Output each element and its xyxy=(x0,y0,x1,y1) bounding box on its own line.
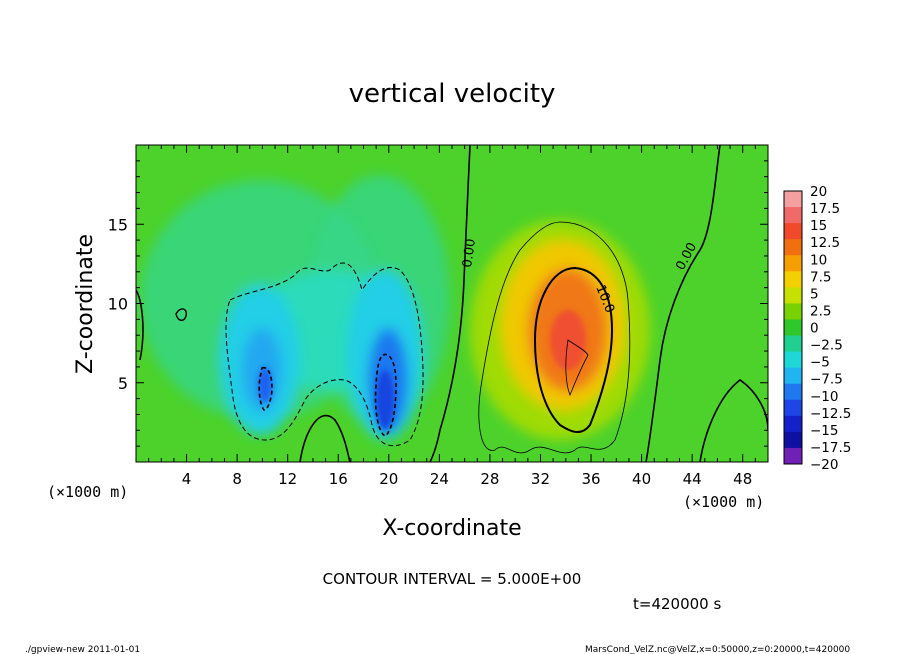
colorbar-label: 12.5 xyxy=(810,235,840,251)
y-tick-label: 10 xyxy=(108,295,128,314)
x-tick-label: 28 xyxy=(480,470,499,488)
colorbar-frame xyxy=(783,190,803,465)
contour-zero-bottom xyxy=(299,414,351,462)
x-tick-label: 4 xyxy=(182,470,192,488)
colorbar-label: −2.5 xyxy=(810,338,843,354)
colorbar-swatch xyxy=(784,223,802,240)
colorbar-swatch xyxy=(784,351,802,369)
colorbar-label: 15 xyxy=(810,218,827,234)
footer-left: ./gpview-new 2011-01-01 xyxy=(25,645,140,654)
x-axis-label: X-coordinate xyxy=(382,516,521,541)
colorbar-swatch xyxy=(784,335,802,353)
time-label: t=420000 s xyxy=(633,595,721,613)
colorbar-swatch xyxy=(784,319,802,337)
x-tick-label: 40 xyxy=(632,470,651,488)
downdraft-peak-right xyxy=(376,370,394,430)
contour-neg10-right xyxy=(374,353,397,437)
colorbar-label: 5 xyxy=(810,286,819,302)
y-axis: 5 10 15 xyxy=(108,160,768,447)
colorbar-swatch xyxy=(784,271,802,288)
contour-zero-lowright xyxy=(699,379,768,462)
colorbar-swatch xyxy=(784,447,802,465)
y-axis-label: Z-coordinate xyxy=(73,234,98,374)
colorbar-swatch xyxy=(784,399,802,417)
colorbar-label: −15 xyxy=(810,423,839,439)
x-unit-left: (×1000 m) xyxy=(47,483,128,501)
colorbar-label: −17.5 xyxy=(810,440,851,456)
contour-zero-left xyxy=(136,289,144,361)
colorbar-swatch xyxy=(784,191,802,208)
contour-15-updraft xyxy=(565,339,589,397)
footer-right: MarsCond_VelZ.nc@VelZ,x=0:50000,z=0:2000… xyxy=(585,645,850,654)
plot-area: 0.00 10.0 0.00 xyxy=(136,145,768,462)
x-unit-right: (×1000 m) xyxy=(683,493,764,511)
colorbar-swatch xyxy=(784,303,802,320)
x-tick-label: 24 xyxy=(430,470,449,488)
colorbar-label: −12.5 xyxy=(810,406,851,422)
colorbar-label: 2.5 xyxy=(810,303,831,319)
contour-interval: CONTOUR INTERVAL = 5.000E+00 xyxy=(323,570,582,588)
y-tick-label: 5 xyxy=(118,374,128,393)
colorbar-swatch xyxy=(784,207,802,224)
x-tick-label: 32 xyxy=(531,470,550,488)
downdraft-peak-left xyxy=(258,367,272,403)
contour-neg5-left xyxy=(225,262,424,447)
colorbar-swatch xyxy=(784,367,802,385)
colorbar-label: −10 xyxy=(810,389,839,405)
x-tick-label: 36 xyxy=(581,470,600,488)
colorbar-label: 7.5 xyxy=(810,269,831,285)
contour-10-updraft xyxy=(533,266,614,434)
contour-small-loop xyxy=(175,308,188,321)
colorbar-label: −20 xyxy=(810,457,839,473)
colorbar-swatch xyxy=(784,239,802,256)
x-tick-label: 8 xyxy=(232,470,242,488)
contour-neg10-left xyxy=(258,366,273,411)
colorbar-swatch xyxy=(784,415,802,433)
x-tick-label: 48 xyxy=(733,470,752,488)
colorbar-swatch xyxy=(784,431,802,449)
colorbar-label: −7.5 xyxy=(810,372,843,388)
colorbar-swatch xyxy=(784,383,802,401)
x-tick-label: 12 xyxy=(278,470,297,488)
colorbar-label: 17.5 xyxy=(810,201,840,217)
contour-label-0: 0.00 xyxy=(460,238,479,269)
x-tick-label: 20 xyxy=(379,470,398,488)
contour-zero-right xyxy=(645,145,721,462)
colorbar-swatch xyxy=(784,255,802,272)
x-axis: 4 8 12 16 20 24 28 32 36 40 44 48 xyxy=(148,145,756,488)
x-tick-label: 16 xyxy=(329,470,348,488)
colorbar-label: −5 xyxy=(810,355,830,371)
contour-zero-middle xyxy=(429,145,471,462)
y-tick-label: 15 xyxy=(108,215,128,234)
colorbar-label: 10 xyxy=(810,252,827,268)
colorbar-label: 0 xyxy=(810,321,819,337)
colorbar-swatch xyxy=(784,287,802,304)
x-tick-label: 44 xyxy=(683,470,702,488)
colorbar-label: 20 xyxy=(810,184,827,200)
contour-5-updraft xyxy=(478,221,631,454)
chart-title: vertical velocity xyxy=(349,79,556,109)
